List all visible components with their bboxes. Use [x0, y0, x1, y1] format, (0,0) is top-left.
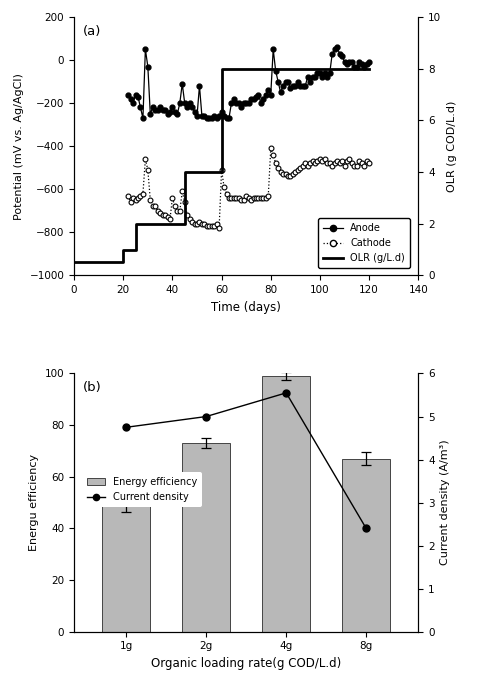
Legend: Anode, Cathode, OLR (g/L.d): Anode, Cathode, OLR (g/L.d)	[318, 219, 410, 268]
Text: (b): (b)	[83, 381, 101, 394]
Y-axis label: Current density (A/m³): Current density (A/m³)	[440, 440, 450, 566]
Text: (a): (a)	[83, 25, 101, 38]
Y-axis label: Energu efficiency: Energu efficiency	[29, 454, 39, 551]
Legend: Energy efficiency, Current density: Energy efficiency, Current density	[82, 473, 202, 507]
Bar	[342, 459, 390, 632]
Y-axis label: Potential (mV vs. Ag/AgCl): Potential (mV vs. Ag/AgCl)	[14, 73, 24, 220]
Y-axis label: OLR (g COD/L.d): OLR (g COD/L.d)	[446, 100, 456, 192]
Bar	[102, 505, 150, 632]
X-axis label: Time (days): Time (days)	[211, 301, 281, 313]
Bar	[182, 443, 230, 632]
X-axis label: Organic loading rate(g COD/L.d): Organic loading rate(g COD/L.d)	[151, 657, 341, 670]
Bar	[262, 376, 310, 632]
